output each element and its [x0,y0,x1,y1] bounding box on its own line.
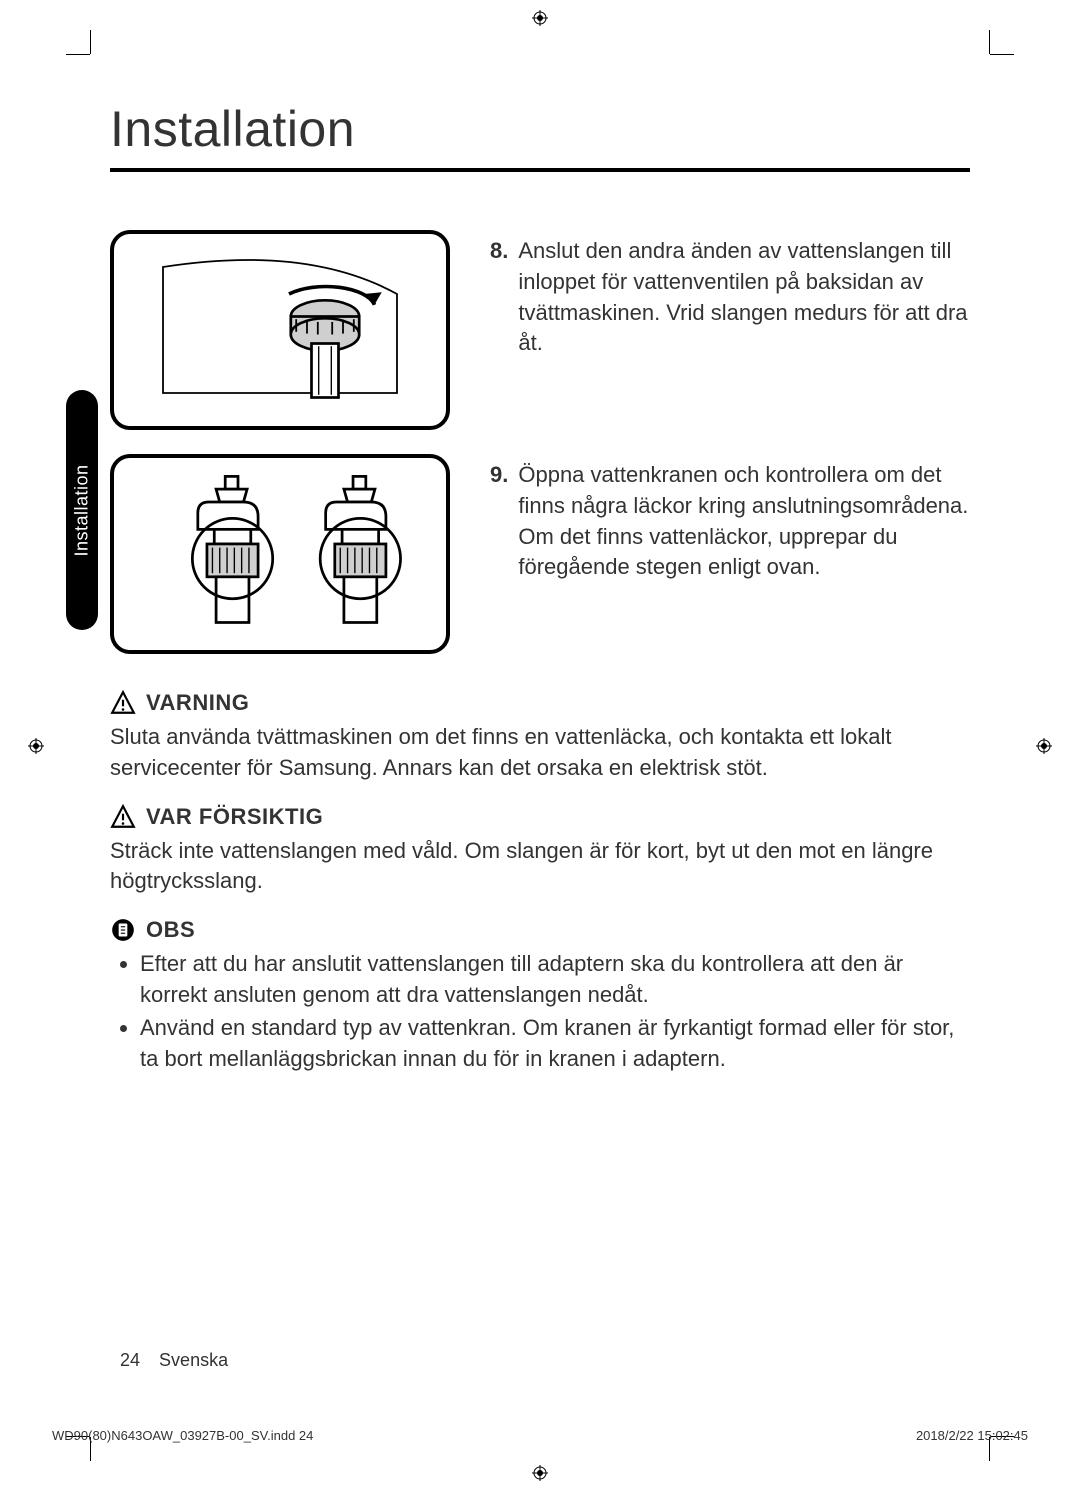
warning-label: VARNING [146,690,249,716]
illustration-hose-inlet [110,230,450,430]
step-row-9: 9. Öppna vattenkranen och kontrollera om… [110,454,970,654]
warning-icon [110,690,136,716]
side-tab-label: Installation [72,464,93,556]
registration-mark-left [28,738,44,754]
warning-block: VARNING Sluta använda tvättmaskinen om d… [110,690,970,784]
note-bullet: Efter att du har anslutit vattenslangen … [140,949,970,1011]
side-tab: Installation [66,390,98,630]
step-body: Öppna vattenkranen och kontrollera om de… [518,460,970,654]
caution-block: VAR FÖRSIKTIG Sträck inte vattenslangen … [110,804,970,898]
step-number: 8. [490,236,508,430]
warning-body: Sluta använda tvättmaskinen om det finns… [110,722,970,784]
note-icon [110,917,136,943]
page-language: Svenska [159,1350,228,1370]
registration-mark-right [1036,738,1052,754]
page-content: Installation [110,100,970,1076]
illustration-tap-check [110,454,450,654]
note-label: OBS [146,917,195,943]
print-footer-date: 2018/2/22 15:02:45 [916,1428,1028,1443]
step-9-text: 9. Öppna vattenkranen och kontrollera om… [490,454,970,654]
note-block: OBS Efter att du har anslutit vattenslan… [110,917,970,1074]
crop-mark [990,54,1014,55]
crop-mark [90,30,91,54]
crop-mark [66,54,90,55]
crop-mark [989,30,990,54]
step-row-8: 8. Anslut den andra änden av vattenslang… [110,230,970,430]
caution-label: VAR FÖRSIKTIG [146,804,323,830]
caution-body: Sträck inte vattenslangen med våld. Om s… [110,836,970,898]
step-number: 9. [490,460,508,654]
page-footer: 24 Svenska [120,1350,228,1371]
warning-icon [110,804,136,830]
note-bullets: Efter att du har anslutit vattenslangen … [110,949,970,1074]
note-bullet: Använd en standard typ av vattenkran. Om… [140,1013,970,1075]
page-number: 24 [120,1350,140,1371]
step-body: Anslut den andra änden av vattenslangen … [518,236,970,430]
registration-mark-bottom [532,1465,548,1481]
step-8-text: 8. Anslut den andra änden av vattenslang… [490,230,970,430]
registration-mark-top [532,10,548,26]
print-footer-file: WD90(80)N643OAW_03927B-00_SV.indd 24 [52,1428,313,1443]
page-title: Installation [110,100,970,172]
